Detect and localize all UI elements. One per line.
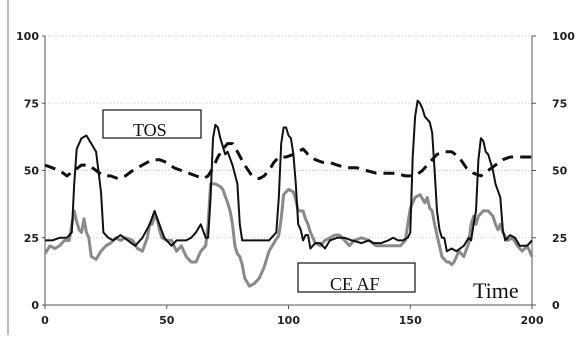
series-line-dashed-black bbox=[44, 142, 532, 181]
series-line-solid-black bbox=[45, 99, 533, 253]
series-lines bbox=[43, 99, 534, 288]
tos-box bbox=[102, 109, 202, 139]
time-label: Time bbox=[473, 278, 519, 303]
y-tick-label-right: 50 bbox=[552, 165, 568, 178]
series-line-solid-gray bbox=[43, 182, 534, 288]
x-tick-label: 100 bbox=[277, 314, 300, 327]
x-tick-label: 150 bbox=[399, 314, 422, 327]
y-tick-label-left: 75 bbox=[24, 97, 39, 110]
y-tick-label-right: 25 bbox=[552, 232, 567, 245]
y-tick-label-right: 75 bbox=[552, 97, 567, 110]
x-tick-label: 200 bbox=[521, 314, 544, 327]
y-tick-label-left: 0 bbox=[31, 299, 39, 312]
y-tick-label-right: 100 bbox=[552, 30, 575, 43]
tos-label: TOS bbox=[133, 120, 167, 140]
y-tick-label-right: 0 bbox=[552, 299, 560, 312]
y-tick-label-left: 100 bbox=[16, 30, 39, 43]
y-tick-label-left: 25 bbox=[24, 232, 39, 245]
ceaf-label: CE AF bbox=[330, 274, 380, 294]
x-tick-label: 50 bbox=[159, 314, 175, 327]
annotations: TOS CE AF Time bbox=[102, 109, 519, 303]
ceaf-box bbox=[297, 262, 416, 293]
x-tick-label: 0 bbox=[41, 314, 49, 327]
tick-labels: 0 25 50 75 100 0 25 50 75 100 0 50 100 150 200 bbox=[16, 30, 575, 327]
y-tick-label-left: 50 bbox=[24, 165, 40, 178]
